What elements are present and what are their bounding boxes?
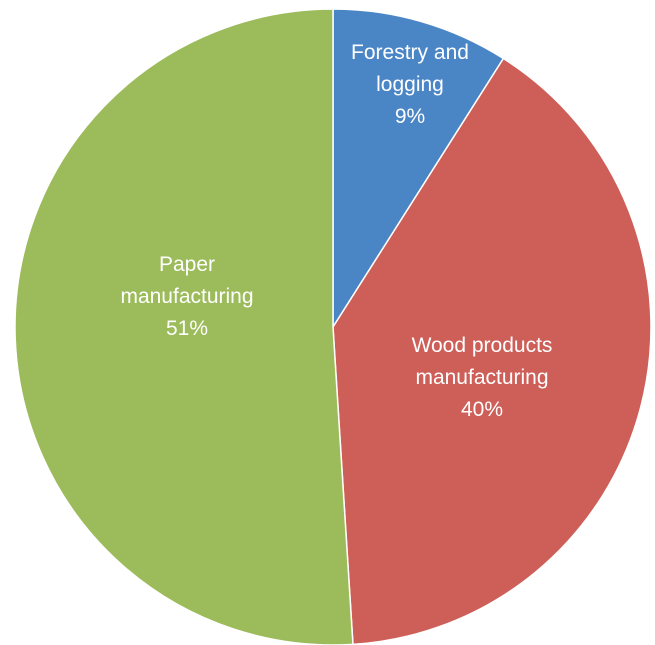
pie-slice (332, 8, 505, 330)
category-label: Forestry and logging (351, 41, 469, 96)
slice-label: Forestry and logging 9% (340, 37, 480, 133)
slice-label: Paper manufacturing 51% (107, 249, 267, 345)
pie-slice (332, 57, 652, 645)
value-label: 9% (394, 105, 426, 128)
pie-slice (14, 8, 354, 645)
category-label: Wood products manufacturing (411, 334, 553, 389)
category-label: Paper manufacturing (120, 253, 254, 308)
value-label: 51% (165, 317, 209, 340)
slice-label: Wood products manufacturing 40% (387, 330, 577, 426)
value-label: 40% (460, 398, 504, 421)
